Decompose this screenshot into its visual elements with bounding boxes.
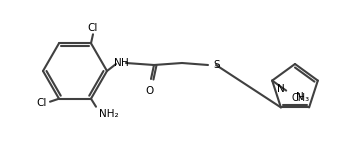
Text: S: S [213, 60, 219, 70]
Text: Cl: Cl [88, 23, 98, 33]
Text: CH₃: CH₃ [291, 93, 309, 103]
Text: N: N [114, 58, 122, 68]
Text: NH₂: NH₂ [99, 109, 118, 119]
Text: H: H [121, 58, 129, 68]
Text: O: O [145, 86, 153, 96]
Text: Cl: Cl [37, 98, 47, 108]
Text: N: N [277, 84, 285, 94]
Text: N: N [296, 92, 304, 102]
